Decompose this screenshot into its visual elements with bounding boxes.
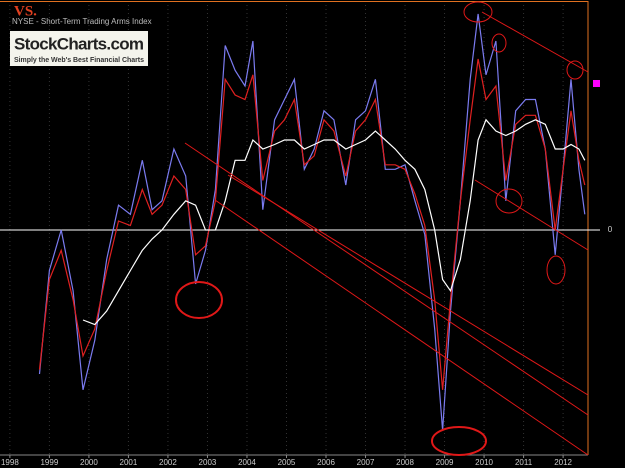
logo-box <box>10 31 148 66</box>
x-tick-label: 2009 <box>436 458 454 467</box>
highlight-circle <box>491 33 507 53</box>
x-tick-label: 2011 <box>515 458 533 467</box>
trend-line <box>184 142 589 416</box>
x-tick-label: 1998 <box>1 458 19 467</box>
y-tick-label: 0 <box>608 225 613 234</box>
series-line <box>38 13 586 431</box>
logo-tagline: Simply the Web's Best Financial Charts <box>14 57 144 64</box>
x-tick-label: 2007 <box>357 458 375 467</box>
chart-title: NYSE - Short-Term Trading Arms Index <box>12 17 152 26</box>
trend-line <box>227 174 589 396</box>
x-tick-label: 2010 <box>475 458 493 467</box>
overlay-label: VS. <box>14 3 37 19</box>
x-tick-label: 2003 <box>199 458 217 467</box>
series-line <box>82 118 586 326</box>
highlight-circle <box>175 281 223 319</box>
series-line <box>38 58 586 390</box>
x-tick-label: 2012 <box>554 458 572 467</box>
trend-line <box>481 11 589 73</box>
x-tick-label: 2002 <box>159 458 177 467</box>
trend-line <box>214 199 589 456</box>
x-tick-label: 2000 <box>80 458 98 467</box>
x-tick-label: 2004 <box>238 458 256 467</box>
x-tick-label: 2006 <box>317 458 335 467</box>
x-tick-label: 2008 <box>396 458 414 467</box>
highlight-circle <box>546 255 566 285</box>
annotations <box>175 1 589 456</box>
x-tick-label: 2001 <box>120 458 138 467</box>
highlight-circle <box>495 188 523 214</box>
highlight-circle <box>566 60 584 80</box>
x-tick-label: 2005 <box>278 458 296 467</box>
trend-line <box>474 179 589 251</box>
marker-square <box>593 80 600 87</box>
highlight-circle <box>463 1 493 23</box>
logo-name: StockCharts.com <box>14 34 144 53</box>
highlight-circle <box>431 426 487 456</box>
plot-area: 1998 1999 2000 2001 2002 2003 2004 2005 2006 2007… <box>0 5 613 467</box>
x-tick-label: 1999 <box>40 458 58 467</box>
